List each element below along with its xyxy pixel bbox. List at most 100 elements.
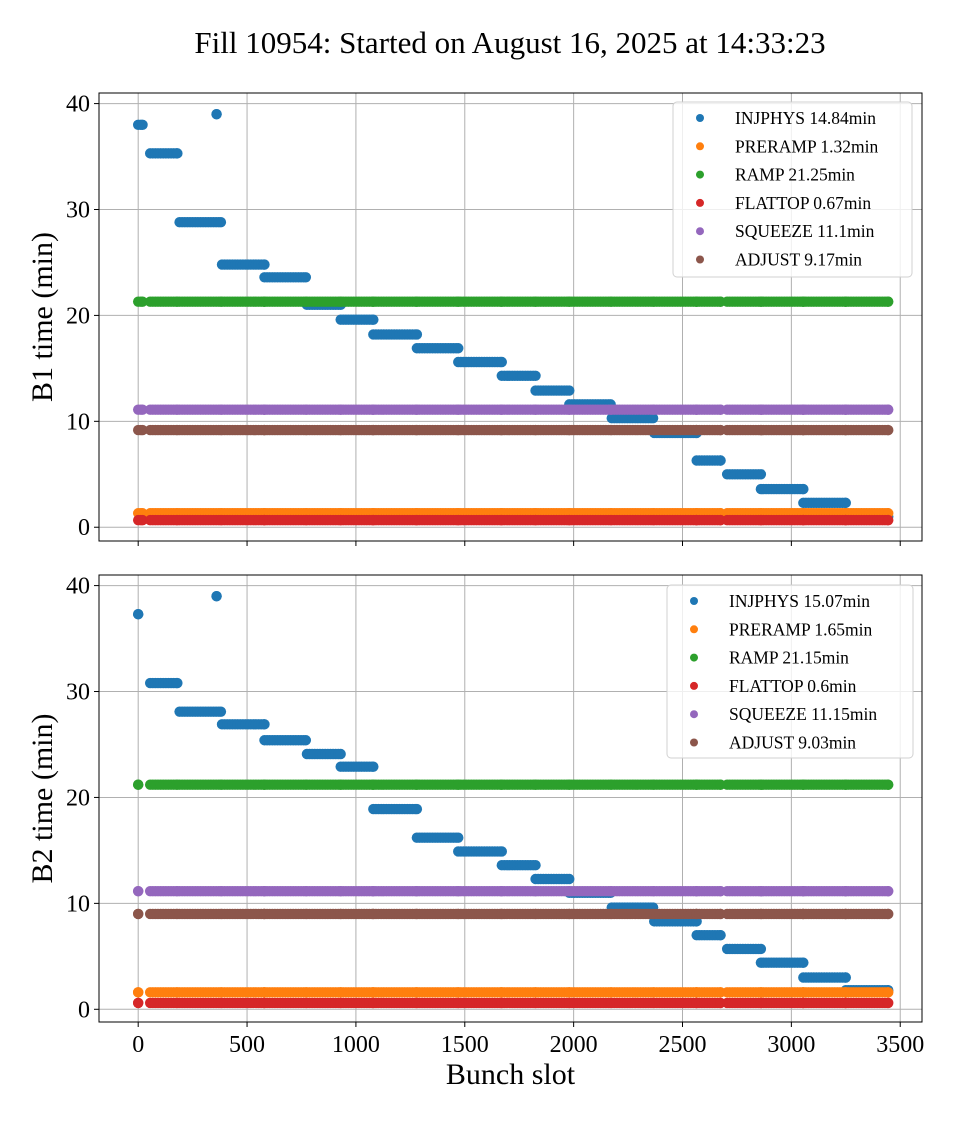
data-point bbox=[300, 735, 312, 746]
plot-frame bbox=[98, 92, 923, 542]
legend-label: FLATTOP 0.67min bbox=[735, 193, 871, 213]
data-point bbox=[755, 469, 767, 480]
data-point bbox=[137, 514, 148, 526]
x-tick-label: 3500 bbox=[876, 1032, 924, 1058]
legend-label: PRERAMP 1.32min bbox=[735, 136, 879, 156]
legend-marker bbox=[690, 597, 698, 605]
legend-marker bbox=[690, 738, 698, 747]
legend-item: ADJUST 9.03min bbox=[690, 733, 856, 753]
data-point bbox=[564, 385, 575, 396]
legend-label: INJPHYS 15.07min bbox=[729, 591, 870, 611]
series-squeeze bbox=[132, 885, 894, 897]
data-point bbox=[883, 514, 894, 526]
data-point bbox=[453, 832, 464, 843]
legend-item: SQUEEZE 11.1min bbox=[696, 221, 875, 241]
y-tick-label: 40 bbox=[66, 574, 90, 600]
legend-item: ADJUST 9.17min bbox=[696, 250, 862, 270]
data-point bbox=[259, 259, 270, 270]
data-point bbox=[883, 404, 894, 415]
data-point bbox=[798, 957, 809, 968]
x-tick-label: 2000 bbox=[550, 1032, 598, 1058]
data-point bbox=[411, 329, 423, 340]
figure-title: Fill 10954: Started on August 16, 2025 a… bbox=[194, 25, 825, 60]
legend-item: INJPHYS 15.07min bbox=[690, 591, 870, 611]
legend-label: ADJUST 9.17min bbox=[735, 250, 862, 270]
legend-item: SQUEEZE 11.15min bbox=[690, 704, 877, 724]
data-point bbox=[840, 972, 851, 983]
y-axis-label: B2 time (min) bbox=[26, 714, 59, 884]
data-point bbox=[259, 719, 270, 730]
y-tick-label: 20 bbox=[66, 303, 90, 329]
plot-frame bbox=[98, 574, 923, 1023]
data-point bbox=[883, 296, 894, 307]
legend-marker bbox=[696, 170, 704, 179]
y-tick-label: 30 bbox=[66, 680, 90, 706]
data-point bbox=[215, 217, 227, 228]
legend-label: SQUEEZE 11.1min bbox=[735, 221, 875, 241]
data-point bbox=[715, 455, 726, 466]
legend-label: FLATTOP 0.6min bbox=[729, 676, 857, 696]
legend-item: PRERAMP 1.32min bbox=[696, 136, 879, 156]
data-point bbox=[137, 296, 148, 307]
legend-marker bbox=[696, 255, 704, 264]
legend-marker bbox=[690, 710, 698, 719]
x-tick-label: 2500 bbox=[659, 1032, 707, 1058]
y-tick-label: 10 bbox=[66, 891, 90, 917]
data-point bbox=[453, 343, 464, 354]
series-ramp bbox=[132, 296, 894, 307]
legend: INJPHYS 14.84min PRERAMP 1.32min RAMP 21.2… bbox=[672, 101, 913, 278]
legend: INJPHYS 15.07min PRERAMP 1.65min RAMP 21.1… bbox=[666, 584, 914, 759]
data-point bbox=[211, 590, 222, 602]
legend-label: RAMP 21.15min bbox=[729, 648, 849, 668]
y-tick-label: 40 bbox=[66, 92, 90, 118]
y-tick-label: 10 bbox=[66, 409, 90, 435]
data-point bbox=[883, 997, 894, 1009]
x-tick-label: 3000 bbox=[767, 1032, 815, 1058]
legend-label: RAMP 21.25min bbox=[735, 165, 855, 185]
series-flattop bbox=[132, 514, 894, 526]
legend-marker bbox=[696, 142, 704, 151]
data-point bbox=[883, 779, 894, 790]
data-point bbox=[137, 404, 148, 415]
data-point bbox=[840, 497, 851, 509]
legend-item: PRERAMP 1.65min bbox=[690, 619, 873, 639]
series-preramp bbox=[132, 987, 894, 998]
data-point bbox=[715, 929, 726, 941]
x-tick-label: 1000 bbox=[332, 1032, 380, 1058]
data-point bbox=[368, 761, 379, 772]
legend-box bbox=[672, 101, 913, 278]
data-point bbox=[137, 119, 148, 130]
data-point bbox=[172, 148, 183, 159]
legend-marker bbox=[696, 198, 704, 207]
legend-marker bbox=[690, 653, 698, 662]
data-point bbox=[368, 314, 379, 325]
y-tick-label: 30 bbox=[66, 198, 90, 224]
y-tick-label: 0 bbox=[78, 515, 90, 541]
data-point bbox=[530, 370, 541, 381]
data-point bbox=[335, 748, 346, 760]
y-tick-label: 0 bbox=[78, 997, 90, 1023]
y-tick-label: 20 bbox=[66, 785, 90, 811]
data-point bbox=[496, 846, 507, 857]
legend-marker bbox=[696, 227, 704, 236]
data-point bbox=[411, 803, 423, 815]
series-flattop bbox=[132, 997, 894, 1009]
legend-item: FLATTOP 0.6min bbox=[690, 676, 857, 696]
data-point bbox=[883, 987, 894, 998]
data-point bbox=[132, 908, 144, 920]
data-point bbox=[132, 987, 144, 998]
data-point bbox=[132, 885, 144, 897]
data-point bbox=[798, 483, 809, 495]
legend-item: RAMP 21.15min bbox=[690, 648, 849, 668]
legend-label: PRERAMP 1.65min bbox=[729, 619, 873, 639]
legend-marker bbox=[696, 114, 704, 122]
x-axis-label: Bunch slot bbox=[446, 1058, 576, 1091]
data-point bbox=[172, 677, 183, 689]
data-point bbox=[883, 885, 894, 897]
series-adjust bbox=[132, 424, 894, 436]
legend-item: INJPHYS 14.84min bbox=[696, 108, 876, 128]
subplot-2: 0 500 1000 1500 2000 2500 3000 3500 0 10 20 30 40 B2 … bbox=[26, 574, 924, 1091]
subplot-1: 0 10 20 30 40 B1 time (min) INJPHYS 14.84min PR… bbox=[26, 92, 923, 546]
data-point bbox=[132, 779, 144, 790]
